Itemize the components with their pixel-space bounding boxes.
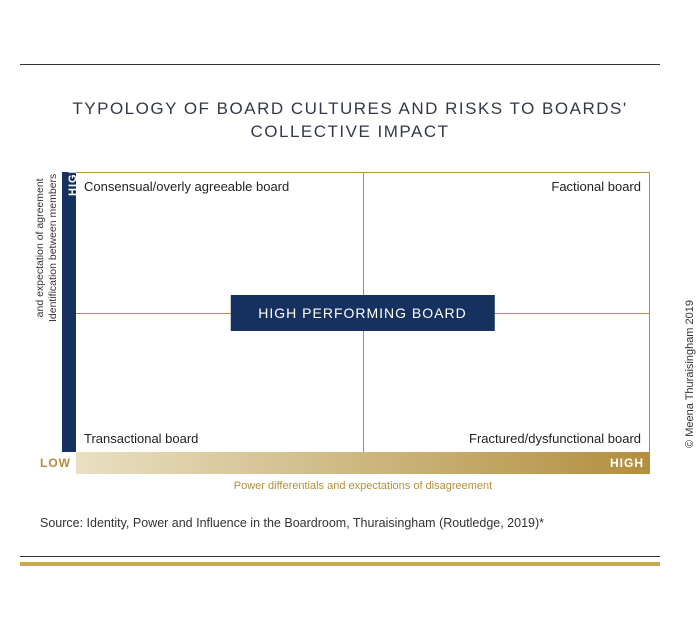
matrix-grid: Consensual/overly agreeable board Factio… <box>76 172 650 452</box>
source-citation: Source: Identity, Power and Influence in… <box>40 516 650 530</box>
matrix-diagram: and expectation of agreement Identificat… <box>40 172 650 494</box>
y-axis-label: and expectation of agreement Identificat… <box>34 174 59 322</box>
y-axis-label-line2: and expectation of agreement <box>34 178 46 317</box>
x-axis-label: Power differentials and expectations of … <box>76 480 650 492</box>
x-axis-high-label: HIGH <box>610 456 644 470</box>
quadrant-top-right: Factional board <box>551 179 641 194</box>
x-axis-low-label: LOW <box>40 456 71 470</box>
x-axis-bar <box>76 452 650 474</box>
quadrant-bottom-right: Fractured/dysfunctional board <box>469 431 641 446</box>
quadrant-bottom-left: Transactional board <box>84 431 198 446</box>
y-axis-label-line1: Identification between members <box>47 174 59 322</box>
y-axis-bar <box>62 172 76 452</box>
center-highlight-box: HIGH PERFORMING BOARD <box>230 295 494 331</box>
page-title: TYPOLOGY OF BOARD CULTURES AND RISKS TO … <box>60 98 640 144</box>
bottom-rule-thin <box>20 556 660 557</box>
top-rule <box>20 64 660 65</box>
bottom-rule-thick <box>20 562 660 566</box>
copyright-text: © Meena Thuraisingham 2019 <box>684 300 696 448</box>
quadrant-top-left: Consensual/overly agreeable board <box>84 179 289 194</box>
